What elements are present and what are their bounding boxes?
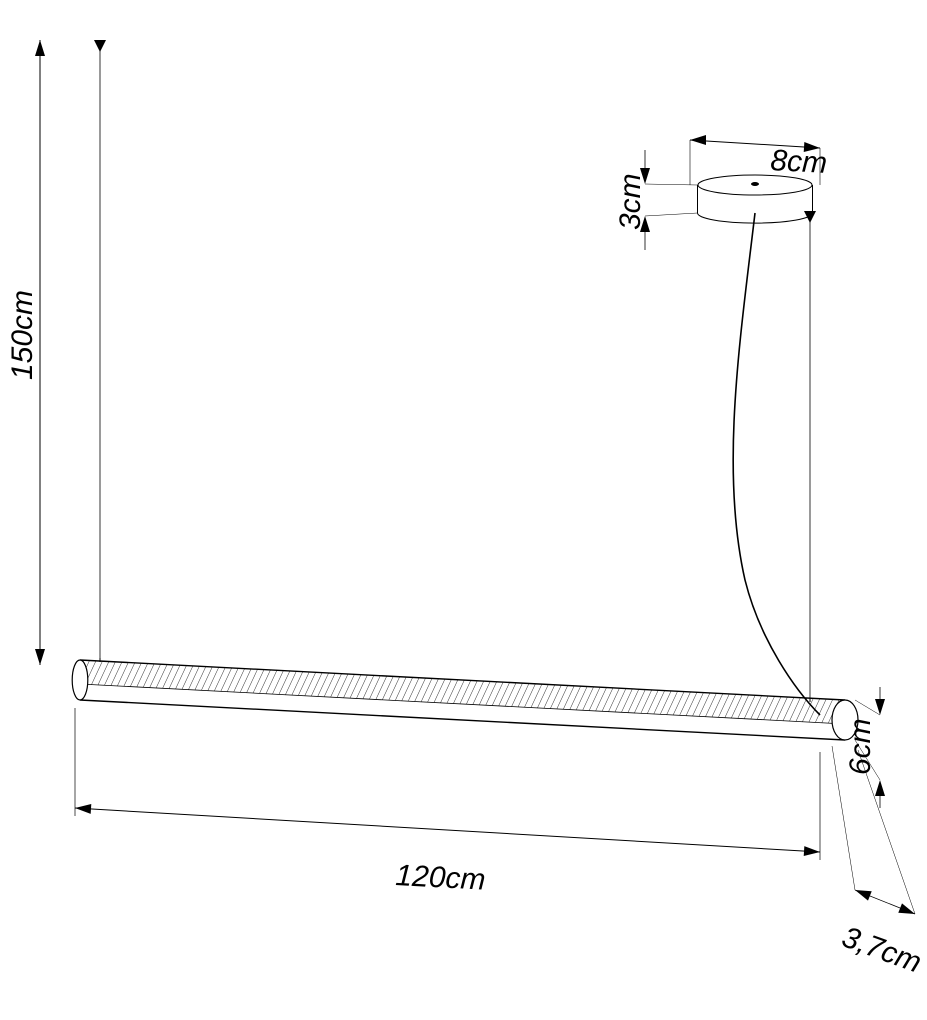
svg-text:120cm: 120cm bbox=[395, 859, 487, 897]
svg-text:3,7cm: 3,7cm bbox=[838, 921, 926, 980]
svg-text:8cm: 8cm bbox=[770, 144, 828, 180]
svg-text:3cm: 3cm bbox=[614, 173, 647, 230]
svg-text:6cm: 6cm bbox=[844, 718, 877, 775]
svg-text:150cm: 150cm bbox=[6, 290, 39, 380]
technical-drawing: 150cm 120cm 8cm 3cm 6cm 3,7cm bbox=[0, 0, 927, 1020]
